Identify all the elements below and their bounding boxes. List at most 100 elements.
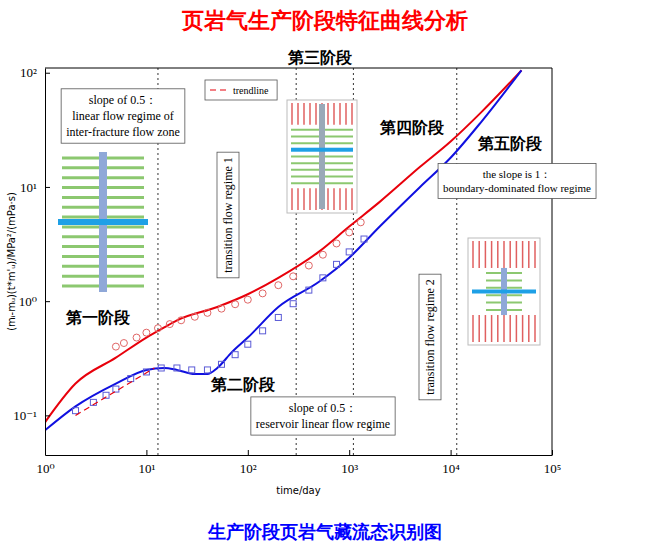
marker — [204, 309, 211, 316]
chart: 页岩气生产阶段特征曲线分析生产阶段页岩气藏流态识别图10⁰10¹10²10³10… — [0, 0, 649, 555]
series-line — [76, 368, 155, 415]
reservoir-flow-line — [291, 188, 293, 210]
reservoir-flow-line — [333, 103, 335, 125]
marker — [166, 321, 173, 328]
tick-mark — [45, 73, 50, 74]
marker — [133, 334, 140, 341]
marker — [232, 352, 238, 358]
reservoir-flow-line — [516, 315, 518, 342]
annotation: slope of 0.5： linear flow regime of inter-… — [61, 89, 185, 143]
marker — [174, 365, 180, 371]
marker — [218, 361, 224, 367]
reservoir-flow-line — [503, 315, 505, 342]
tick: 10⁻¹ — [13, 408, 50, 423]
tick: 10² — [240, 450, 257, 476]
tick-mark — [45, 187, 50, 188]
legend: trendline — [205, 80, 277, 100]
tick-label: 10³ — [341, 461, 358, 476]
reservoir-flow-line — [345, 103, 347, 125]
reservoir-flow-line — [509, 241, 511, 268]
marker — [245, 341, 251, 347]
reservoir-flow-line — [351, 188, 353, 210]
annotation-text: 第五阶段 — [477, 134, 543, 153]
reservoir-flow-line — [491, 241, 493, 268]
marker — [333, 240, 340, 247]
annotation: 第三阶段 — [287, 48, 353, 67]
reservoir-flow-line — [485, 315, 487, 342]
reservoir-flow-line — [327, 188, 329, 210]
reservoir-flow-line — [339, 188, 341, 210]
y-axis-title: (mᵢ-mᵤ)(t*m'ᵤ)/MPa²/(mPa·s) — [6, 192, 17, 331]
main-fracture — [291, 148, 353, 152]
tick-label: 10⁰ — [19, 294, 37, 309]
reservoir-flow-line — [528, 241, 530, 268]
tick-label: 10⁰ — [36, 461, 54, 476]
reservoir-flow-line — [297, 103, 299, 125]
marker — [218, 305, 225, 312]
annotation-box — [438, 164, 596, 199]
marker — [120, 340, 127, 347]
marker — [143, 329, 150, 336]
marker — [320, 275, 326, 281]
tick-label: 10⁻¹ — [13, 408, 37, 423]
tick-label: 10⁴ — [442, 461, 460, 476]
marker — [112, 343, 119, 350]
annotation-text: 第三阶段 — [287, 48, 353, 67]
marker — [154, 325, 161, 332]
reservoir-flow-line — [485, 241, 487, 268]
legend-label: trendline — [233, 85, 269, 96]
marker — [158, 365, 164, 371]
tick-label: 10¹ — [20, 180, 37, 195]
reservoir-flow-line — [534, 241, 536, 268]
annotation-text: boundary-dominated flow regime — [443, 182, 591, 194]
tick-mark — [349, 450, 350, 455]
reservoir-flow-line — [522, 315, 524, 342]
plot-area — [45, 68, 552, 455]
reservoir-flow-line — [339, 103, 341, 125]
marker — [113, 386, 119, 392]
main-fracture — [58, 219, 148, 225]
marker — [334, 261, 340, 267]
reservoir-flow-line — [309, 188, 311, 210]
tick-mark — [45, 415, 50, 416]
reservoir-flow-line — [297, 188, 299, 210]
wellbore — [319, 104, 325, 209]
marker — [305, 262, 312, 269]
marker — [128, 376, 134, 382]
reservoir-flow-line — [309, 103, 311, 125]
marker — [259, 290, 266, 297]
reservoir-flow-line — [303, 188, 305, 210]
reservoir-flow-line — [327, 103, 329, 125]
frame-right — [552, 68, 553, 455]
marker — [361, 236, 367, 242]
marker — [178, 317, 185, 324]
reservoir-flow-line — [528, 315, 530, 342]
tick-label: 10⁵ — [544, 461, 562, 476]
tick-label: 10² — [240, 461, 257, 476]
annotation-text: 第二阶段 — [210, 375, 276, 394]
caption: 生产阶段页岩气藏流态识别图 — [207, 521, 442, 542]
tick: 10¹ — [138, 450, 155, 476]
frame-top — [45, 68, 552, 69]
annotation-text: inter-fracture flow zone — [66, 125, 180, 139]
reservoir-flow-line — [472, 315, 474, 342]
reservoir-flow-line — [491, 315, 493, 342]
reservoir-flow-line — [534, 315, 536, 342]
marker — [346, 229, 353, 236]
annotation-text: 第一阶段 — [65, 308, 131, 327]
annotation: transition flow regime 2 — [419, 274, 441, 400]
annotation-text: slope of 0.5： — [89, 93, 157, 107]
y-axis: 10⁻¹10⁰10¹10² — [13, 65, 50, 455]
schematic-frame — [468, 238, 540, 345]
tick: 10⁰ — [19, 294, 50, 309]
marker — [73, 408, 79, 414]
annotation-text: linear flow regime of — [72, 109, 174, 123]
marker — [290, 301, 296, 307]
tick-mark — [146, 450, 147, 455]
annotation-text: reservoir linear flow regime — [256, 417, 390, 431]
annotation-box — [61, 89, 185, 143]
annotation: 第二阶段 — [210, 375, 276, 394]
reservoir-flow-line — [291, 103, 293, 125]
tick-mark — [248, 450, 249, 455]
tick-mark — [451, 450, 452, 455]
